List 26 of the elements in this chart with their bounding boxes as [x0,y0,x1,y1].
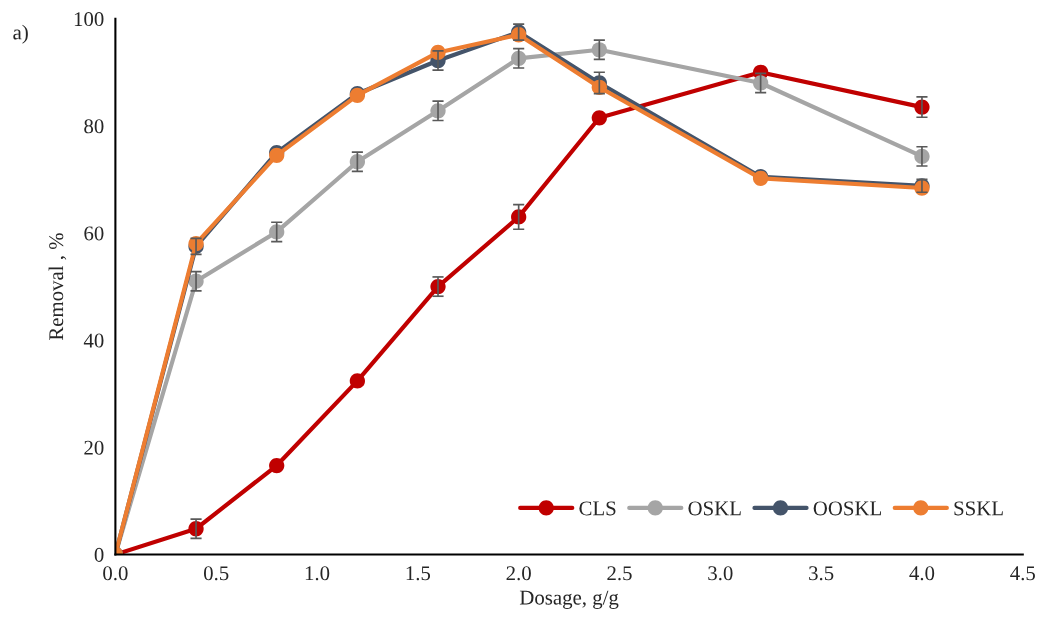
x-tick-label: 1.5 [406,566,431,581]
x-tick-label: 3.0 [708,566,733,581]
x-tick-label: 4.5 [1010,566,1035,581]
y-tick-label: 40 [83,333,104,348]
x-tick-label: 4.0 [909,566,935,581]
y-tick-label: 60 [84,226,104,241]
y-axis-title: Removal , % [48,233,67,341]
legend-label: SSKL [954,501,1003,516]
y-tick-label: 100 [74,12,104,27]
x-axis-title: Dosage, g/g [519,590,619,609]
y-tick-label: 20 [84,440,104,455]
x-tick-label: 2.5 [607,566,632,581]
x-tick-label: 1.0 [305,566,330,581]
legend-label: OSKL [688,501,741,516]
point [349,373,365,389]
x-tick-label: 0.5 [203,566,229,581]
y-tick-label: 80 [84,119,104,134]
x-tick-label: 3.5 [809,566,834,581]
x-tick-label: 0.0 [103,566,128,581]
point [269,457,285,474]
point [591,110,607,126]
legend-label: OOSKL [813,501,881,516]
text: a) [13,24,28,44]
x-tick-label: 2.0 [506,566,531,581]
y-tick-label: 0 [94,547,104,562]
legend-label: CLS [579,501,616,516]
